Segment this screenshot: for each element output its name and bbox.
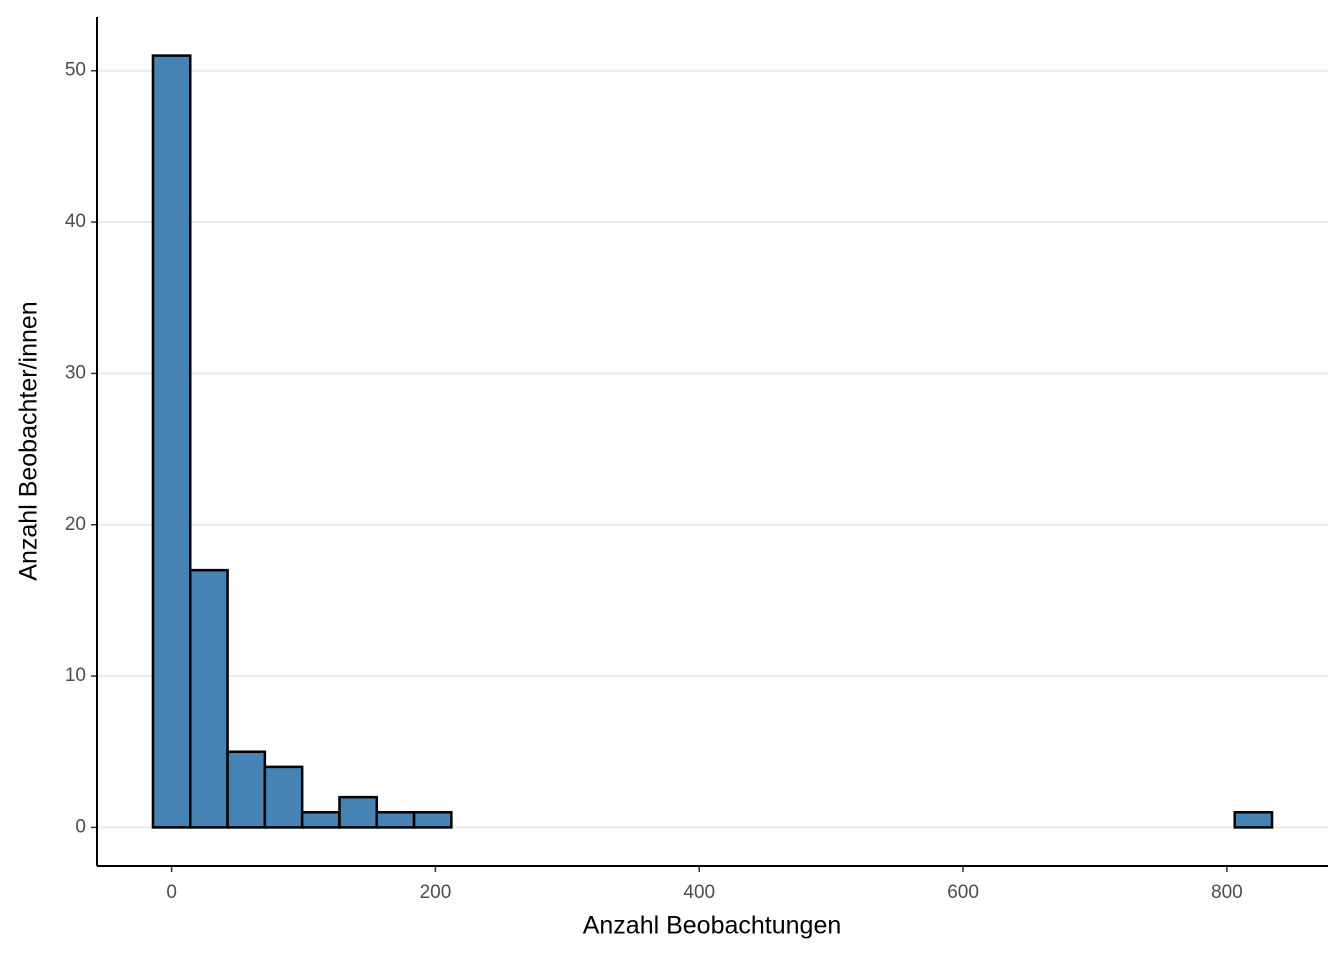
y-tick-label: 20 xyxy=(65,514,86,535)
x-tick-label: 800 xyxy=(1211,882,1243,903)
bar xyxy=(375,811,416,829)
bar xyxy=(338,795,379,829)
x-tick-label: 0 xyxy=(166,882,177,903)
y-axis-title: Anzahl Beobachter/innen xyxy=(15,301,43,580)
x-axis-title: Anzahl Beobachtungen xyxy=(583,912,842,940)
y-tick-label: 10 xyxy=(65,665,86,686)
bar xyxy=(151,54,192,829)
bar xyxy=(412,811,453,829)
bar xyxy=(300,811,341,829)
x-tick-label: 200 xyxy=(420,882,452,903)
x-tick-label: 600 xyxy=(947,882,979,903)
x-tick-label: 400 xyxy=(683,882,715,903)
y-tick-label: 40 xyxy=(65,211,86,232)
bar xyxy=(189,568,229,829)
y-tick-label: 0 xyxy=(75,816,86,837)
bar xyxy=(263,765,304,829)
bar xyxy=(226,750,267,829)
bar xyxy=(1233,811,1274,829)
y-tick-label: 50 xyxy=(65,60,86,81)
y-tick-label: 30 xyxy=(65,362,86,383)
